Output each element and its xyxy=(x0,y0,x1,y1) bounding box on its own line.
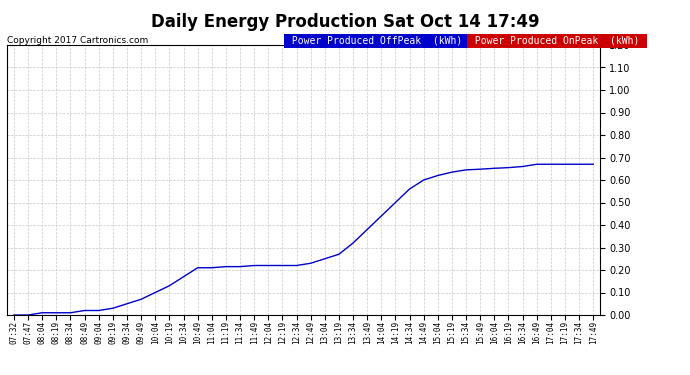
Text: Copyright 2017 Cartronics.com: Copyright 2017 Cartronics.com xyxy=(7,36,148,45)
Text: Daily Energy Production Sat Oct 14 17:49: Daily Energy Production Sat Oct 14 17:49 xyxy=(150,13,540,31)
Text: Power Produced OnPeak  (kWh): Power Produced OnPeak (kWh) xyxy=(469,36,645,46)
Text: Power Produced OffPeak  (kWh): Power Produced OffPeak (kWh) xyxy=(286,36,469,46)
